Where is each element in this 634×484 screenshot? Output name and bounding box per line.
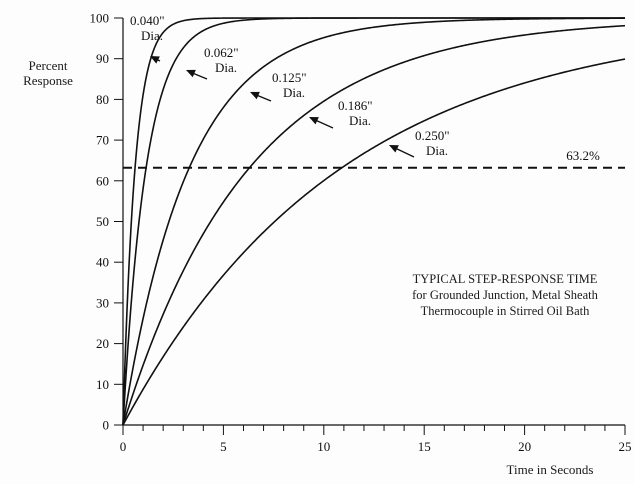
annotation-arrow-head xyxy=(389,145,399,153)
series-label-size: 0.125" xyxy=(272,70,307,85)
chart-annotations: 0.040"Dia.0.062"Dia.0.125"Dia.0.186"Dia.… xyxy=(130,13,450,158)
y-tick-label: 0 xyxy=(103,418,110,433)
x-tick-label: 25 xyxy=(619,439,632,454)
y-tick-label: 60 xyxy=(96,173,109,188)
y-tick-label: 50 xyxy=(96,214,109,229)
series-label-dia: Dia. xyxy=(215,60,237,75)
annotation-arrow-head xyxy=(150,56,160,64)
y-tick-label: 100 xyxy=(90,11,110,26)
annotation-arrow-head xyxy=(186,69,196,78)
y-axis-label-line1: Percent xyxy=(29,58,68,73)
annotation-arrow-head xyxy=(309,117,319,125)
series-line-5 xyxy=(122,58,626,426)
y-tick-label: 90 xyxy=(96,51,109,66)
chart-series xyxy=(122,17,626,426)
series-label-size: 0.040" xyxy=(130,13,165,28)
chart-title: TYPICAL STEP-RESPONSE TIME xyxy=(413,272,598,286)
series-label-size: 0.186" xyxy=(338,98,373,113)
series-label-size: 0.250" xyxy=(415,128,450,143)
y-tick-label: 30 xyxy=(96,295,109,310)
series-label-dia: Dia. xyxy=(283,85,305,100)
chart-ticks: 0 10 20 30 40 50 60 70 80 90 100 0 5 10 15 20 25 xyxy=(90,11,632,455)
chart-axes xyxy=(122,18,625,426)
x-tick-label: 15 xyxy=(418,439,431,454)
annotation-arrow-head xyxy=(250,91,260,100)
y-tick-label: 10 xyxy=(96,377,109,392)
series-label-dia: Dia. xyxy=(141,28,163,43)
y-tick-label: 70 xyxy=(96,133,109,148)
series-label-size: 0.062" xyxy=(204,45,239,60)
x-axis-label: Time in Seconds xyxy=(507,462,594,477)
chart-subtitle-line1: for Grounded Junction, Metal Sheath xyxy=(412,288,598,302)
x-tick-label: 10 xyxy=(317,439,330,454)
x-tick-label: 0 xyxy=(120,439,127,454)
series-line-2 xyxy=(122,17,625,426)
y-tick-label: 20 xyxy=(96,336,109,351)
y-axis-label-line2: Response xyxy=(23,73,73,88)
x-tick-label: 5 xyxy=(220,439,227,454)
y-tick-label: 40 xyxy=(96,255,109,270)
x-tick-label: 20 xyxy=(518,439,531,454)
series-line-1 xyxy=(122,17,625,426)
series-label-dia: Dia. xyxy=(426,143,448,158)
reference-line-group: 63.2% xyxy=(123,148,625,169)
chart-subtitle-line2: Thermocouple in Stirred Oil Bath xyxy=(421,304,590,318)
reference-line-label: 63.2% xyxy=(566,148,600,163)
y-tick-label: 80 xyxy=(96,92,109,107)
series-line-3 xyxy=(122,17,625,426)
series-label-dia: Dia. xyxy=(349,113,371,128)
series-line-4 xyxy=(122,24,626,426)
